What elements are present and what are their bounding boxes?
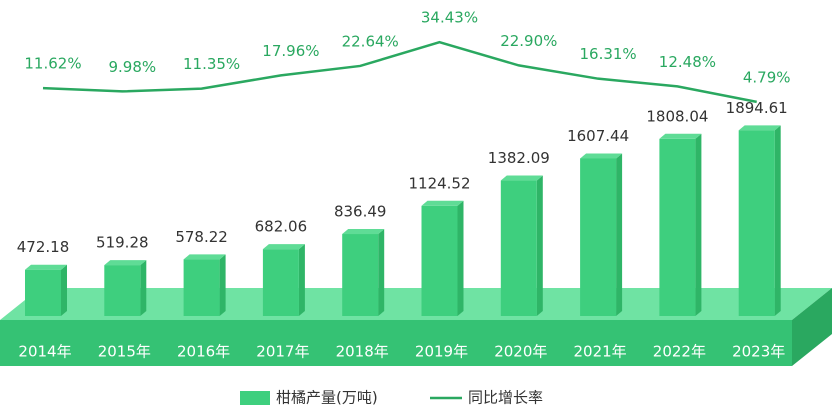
- bar-value-label: 1382.09: [488, 149, 550, 167]
- bar-value-label: 1894.61: [726, 99, 788, 117]
- line-value-label: 11.62%: [24, 55, 81, 73]
- x-tick-label: 2023年: [732, 343, 785, 361]
- bar: [659, 138, 696, 316]
- line-value-label: 17.96%: [262, 42, 319, 60]
- line-value-label: 4.79%: [743, 68, 791, 86]
- x-tick-label: 2021年: [574, 343, 627, 361]
- bar-side: [61, 264, 67, 316]
- x-tick-label: 2015年: [98, 343, 151, 361]
- bar-value-label: 472.18: [17, 238, 70, 256]
- bar-top: [262, 244, 305, 250]
- bar: [342, 234, 379, 316]
- x-tick-label: 2016年: [177, 343, 230, 361]
- line-value-label: 34.43%: [421, 9, 478, 27]
- bar-top: [738, 125, 781, 131]
- legend-swatch: [240, 391, 270, 405]
- bar-side: [219, 254, 226, 316]
- bar-side: [457, 200, 464, 316]
- bar-top: [183, 254, 226, 260]
- line-value-label: 12.48%: [659, 53, 716, 71]
- bar-value-label: 682.06: [255, 218, 308, 236]
- bar-side: [536, 175, 543, 316]
- bar: [421, 205, 458, 316]
- bar: [580, 158, 617, 316]
- platform-front: [0, 320, 792, 366]
- bar-value-label: 836.49: [334, 203, 387, 221]
- bar-side: [616, 153, 623, 316]
- bar-side: [774, 125, 781, 316]
- bar-side: [140, 260, 147, 316]
- line: [42, 40, 757, 104]
- line-value-label: 22.64%: [342, 32, 399, 50]
- bar-value-label: 1607.44: [567, 127, 629, 145]
- line-value-label: 11.35%: [183, 55, 240, 73]
- bar: [183, 259, 220, 316]
- x-tick-label: 2017年: [256, 343, 309, 361]
- x-tick-label: 2014年: [18, 343, 71, 361]
- bar-top: [104, 260, 147, 266]
- bar: [25, 269, 61, 316]
- platform-side: [792, 288, 832, 366]
- line-value-label: 22.90%: [500, 32, 557, 50]
- bar-side: [298, 244, 305, 316]
- x-tick-label: 2019年: [415, 343, 468, 361]
- bar-value-label: 578.22: [175, 228, 228, 246]
- legend-label: 同比增长率: [468, 389, 543, 407]
- bar-top: [25, 264, 67, 270]
- bar-side: [695, 133, 702, 316]
- bar-top: [500, 175, 543, 181]
- bar: [738, 130, 775, 316]
- bar: [500, 180, 537, 316]
- bar-top: [659, 133, 702, 139]
- bar-top: [342, 229, 385, 235]
- bar-value-label: 1808.04: [646, 107, 708, 125]
- line-value-label: 16.31%: [579, 45, 636, 63]
- bar: [262, 249, 299, 316]
- bar: [104, 265, 141, 316]
- x-tick-label: 2022年: [653, 343, 706, 361]
- x-tick-label: 2020年: [494, 343, 547, 361]
- bar-value-label: 1124.52: [408, 174, 470, 192]
- legend-label: 柑橘产量(万吨): [276, 389, 378, 407]
- bar-top: [421, 200, 464, 206]
- x-tick-label: 2018年: [336, 343, 389, 361]
- bar-value-label: 519.28: [96, 234, 149, 252]
- bar-side: [378, 229, 385, 316]
- line-value-label: 9.98%: [108, 58, 156, 76]
- bar-top: [580, 153, 623, 159]
